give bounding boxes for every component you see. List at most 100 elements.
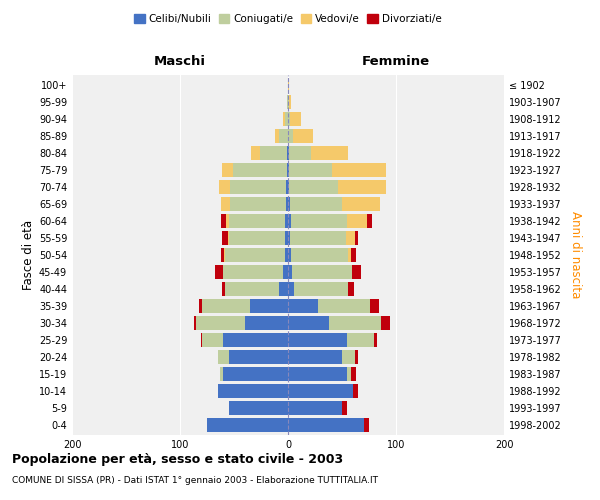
Bar <box>289 146 311 160</box>
Bar <box>288 180 289 194</box>
Bar <box>355 350 356 364</box>
Bar <box>229 214 285 228</box>
Bar <box>290 197 342 211</box>
Bar <box>288 384 353 398</box>
Bar <box>289 95 291 109</box>
Bar <box>202 299 250 313</box>
Bar <box>288 146 289 160</box>
Bar <box>219 180 230 194</box>
Bar <box>342 197 380 211</box>
Bar <box>347 367 350 381</box>
Bar <box>287 95 288 109</box>
Bar <box>260 146 287 160</box>
Bar <box>318 299 370 313</box>
Bar <box>223 265 283 279</box>
Bar <box>288 265 292 279</box>
Bar <box>222 231 227 245</box>
Bar <box>370 299 379 313</box>
Bar <box>223 333 288 347</box>
Bar <box>220 367 223 381</box>
Bar <box>222 163 233 177</box>
Bar <box>283 112 285 126</box>
Bar <box>367 214 372 228</box>
Bar <box>288 248 355 262</box>
Bar <box>288 282 295 296</box>
Bar <box>288 282 354 296</box>
Bar <box>288 248 291 262</box>
Bar <box>347 333 374 347</box>
Bar <box>283 265 288 279</box>
Bar <box>288 265 361 279</box>
Bar <box>233 163 287 177</box>
Bar <box>224 248 226 262</box>
Bar <box>286 180 288 194</box>
Bar <box>355 231 358 245</box>
Bar <box>293 129 313 143</box>
Bar <box>285 112 288 126</box>
Bar <box>229 231 285 245</box>
Bar <box>222 282 226 296</box>
Bar <box>329 316 381 330</box>
Bar <box>287 146 288 160</box>
Bar <box>200 333 202 347</box>
Bar <box>288 95 289 109</box>
Text: COMUNE DI SISSA (PR) - Dati ISTAT 1° gennaio 2003 - Elaborazione TUTTITALIA.IT: COMUNE DI SISSA (PR) - Dati ISTAT 1° gen… <box>12 476 378 485</box>
Bar <box>288 129 293 143</box>
Bar <box>292 265 352 279</box>
Bar <box>215 265 223 279</box>
Bar <box>288 418 369 432</box>
Bar <box>288 367 347 381</box>
Bar <box>226 248 285 262</box>
Bar <box>349 282 354 296</box>
Bar <box>288 214 355 228</box>
Bar <box>288 299 377 313</box>
Bar <box>288 350 358 364</box>
Bar <box>285 214 288 228</box>
Bar <box>374 333 377 347</box>
Bar <box>288 418 364 432</box>
Bar <box>221 248 224 262</box>
Legend: Celibi/Nubili, Coniugati/e, Vedovi/e, Divorziati/e: Celibi/Nubili, Coniugati/e, Vedovi/e, Di… <box>130 10 446 29</box>
Bar <box>207 418 288 432</box>
Bar <box>218 350 229 364</box>
Bar <box>288 231 354 245</box>
Bar <box>275 129 280 143</box>
Bar <box>346 231 355 245</box>
Bar <box>288 316 329 330</box>
Bar <box>288 214 291 228</box>
Bar <box>285 231 288 245</box>
Bar <box>280 282 288 296</box>
Bar <box>350 248 356 262</box>
Bar <box>223 367 288 381</box>
Bar <box>342 350 355 364</box>
Bar <box>289 163 332 177</box>
Bar <box>311 146 349 160</box>
Bar <box>287 163 288 177</box>
Bar <box>288 129 301 143</box>
Bar <box>251 146 260 160</box>
Bar <box>349 248 350 262</box>
Y-axis label: Fasce di età: Fasce di età <box>22 220 35 290</box>
Y-axis label: Anni di nascita: Anni di nascita <box>569 212 581 298</box>
Text: Maschi: Maschi <box>154 55 206 68</box>
Bar <box>221 197 230 211</box>
Bar <box>295 282 349 296</box>
Bar <box>288 163 354 177</box>
Bar <box>288 401 342 415</box>
Bar <box>218 384 288 398</box>
Bar <box>199 299 202 313</box>
Bar <box>280 129 288 143</box>
Bar <box>288 146 325 160</box>
Bar <box>245 316 288 330</box>
Bar <box>227 231 229 245</box>
Bar <box>229 350 288 364</box>
Bar <box>288 231 290 245</box>
Bar <box>288 112 293 126</box>
Bar <box>288 163 289 177</box>
Bar <box>288 299 318 313</box>
Bar <box>288 180 357 194</box>
Bar <box>288 401 347 415</box>
Bar <box>347 214 367 228</box>
Bar <box>286 197 288 211</box>
Bar <box>288 316 382 330</box>
